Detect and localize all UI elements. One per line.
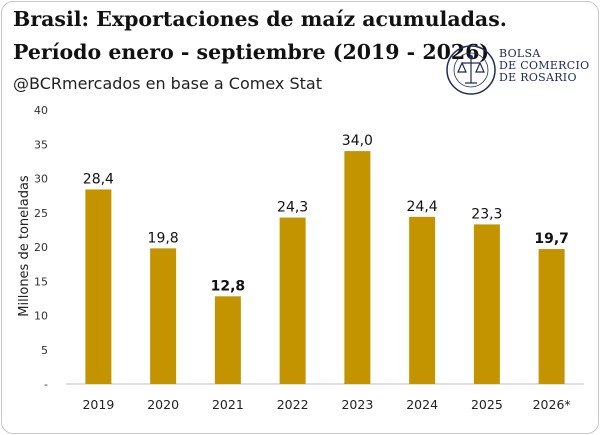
y-tick-label: 20 bbox=[34, 241, 48, 254]
y-axis: - 5 10 15 20 25 30 35 40 bbox=[34, 104, 48, 391]
x-tick-label: 2023 bbox=[341, 397, 373, 412]
bar-value-label: 28,4 bbox=[83, 171, 114, 187]
y-tick-label: - bbox=[44, 378, 48, 391]
bars: 28,4 2019 19,8 2020 12,8 2021 24,3 2022 34,0 2023… bbox=[82, 133, 570, 412]
y-tick-label: 15 bbox=[34, 275, 48, 288]
bcr-logo: BOLSA DE COMERCIO DE ROSARIO bbox=[445, 39, 595, 101]
bar-value-label: 24,3 bbox=[277, 200, 308, 216]
chart-title-period: Período enero - septiembre (2019 - 2026) bbox=[13, 40, 490, 64]
x-tick-label: 2025 bbox=[471, 397, 503, 412]
bar bbox=[279, 217, 306, 384]
y-tick-label: 5 bbox=[41, 344, 48, 357]
bcr-seal-icon bbox=[446, 45, 496, 95]
y-tick-label: 35 bbox=[34, 138, 48, 151]
x-tick-label: 2026* bbox=[533, 397, 571, 412]
bar bbox=[344, 151, 371, 384]
x-tick-label: 2022 bbox=[277, 397, 309, 412]
x-tick-label: 2019 bbox=[82, 397, 114, 412]
x-tick-label: 2024 bbox=[406, 397, 438, 412]
y-tick-label: 25 bbox=[34, 207, 48, 220]
y-tick-label: 30 bbox=[34, 173, 48, 186]
bar-value-label: 19,8 bbox=[148, 230, 179, 246]
chart-subtitle: @BCRmercados en base a Comex Stat bbox=[13, 74, 322, 93]
bar bbox=[150, 248, 177, 384]
bar-value-label: 34,0 bbox=[342, 133, 373, 149]
bar bbox=[409, 216, 436, 384]
bar-value-label: 12,8 bbox=[211, 278, 246, 294]
logo-text: BOLSA DE COMERCIO DE ROSARIO bbox=[499, 47, 590, 84]
bar bbox=[473, 224, 500, 384]
bar-value-label: 23,3 bbox=[471, 206, 502, 222]
bar bbox=[214, 296, 241, 384]
bar-value-label: 24,4 bbox=[407, 199, 438, 215]
bar bbox=[538, 249, 565, 384]
bar-value-label: 19,7 bbox=[534, 231, 569, 247]
y-axis-label: Millones de toneladas bbox=[17, 175, 32, 317]
y-tick-label: 40 bbox=[34, 104, 48, 117]
y-tick-label: 10 bbox=[34, 310, 48, 323]
bar bbox=[85, 189, 112, 384]
x-tick-label: 2020 bbox=[147, 397, 179, 412]
x-tick-label: 2021 bbox=[212, 397, 244, 412]
chart-title: Brasil: Exportaciones de maíz acumuladas… bbox=[13, 7, 507, 31]
